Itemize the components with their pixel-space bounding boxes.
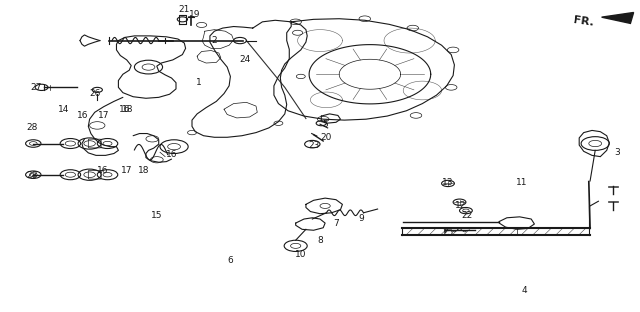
Text: 25: 25 bbox=[442, 228, 454, 237]
Text: 28: 28 bbox=[26, 171, 38, 180]
Text: 23: 23 bbox=[308, 141, 319, 149]
Text: 24: 24 bbox=[239, 55, 251, 64]
Text: 15: 15 bbox=[151, 211, 163, 220]
Text: 17: 17 bbox=[98, 111, 109, 120]
Text: FR.: FR. bbox=[573, 16, 595, 28]
Text: 16: 16 bbox=[77, 111, 89, 120]
Text: 18: 18 bbox=[138, 166, 150, 174]
Text: 11: 11 bbox=[516, 178, 527, 187]
Text: 16: 16 bbox=[119, 105, 131, 114]
Text: 12: 12 bbox=[455, 202, 467, 210]
Text: 14: 14 bbox=[58, 105, 70, 114]
Text: 16: 16 bbox=[97, 166, 108, 174]
Text: 9: 9 bbox=[359, 214, 364, 223]
Text: 3: 3 bbox=[615, 149, 620, 157]
Text: 6: 6 bbox=[228, 256, 233, 265]
Text: 26: 26 bbox=[89, 89, 100, 98]
Text: 8: 8 bbox=[317, 236, 323, 245]
Text: 10: 10 bbox=[295, 250, 307, 259]
Text: 17: 17 bbox=[121, 166, 132, 174]
Text: 19: 19 bbox=[189, 10, 201, 18]
Text: 22: 22 bbox=[461, 211, 473, 220]
Text: 27: 27 bbox=[31, 83, 42, 92]
Text: 21: 21 bbox=[179, 5, 190, 14]
Text: 20: 20 bbox=[321, 133, 332, 142]
Text: 1: 1 bbox=[196, 78, 201, 87]
Text: 16: 16 bbox=[166, 150, 177, 159]
Text: 28: 28 bbox=[26, 124, 38, 132]
Text: 4: 4 bbox=[522, 286, 527, 295]
Text: 2: 2 bbox=[212, 36, 217, 45]
Text: 5: 5 bbox=[323, 120, 328, 129]
Text: 13: 13 bbox=[442, 178, 454, 187]
Polygon shape bbox=[602, 12, 634, 23]
Text: 7: 7 bbox=[333, 219, 339, 227]
Text: 18: 18 bbox=[122, 105, 134, 114]
